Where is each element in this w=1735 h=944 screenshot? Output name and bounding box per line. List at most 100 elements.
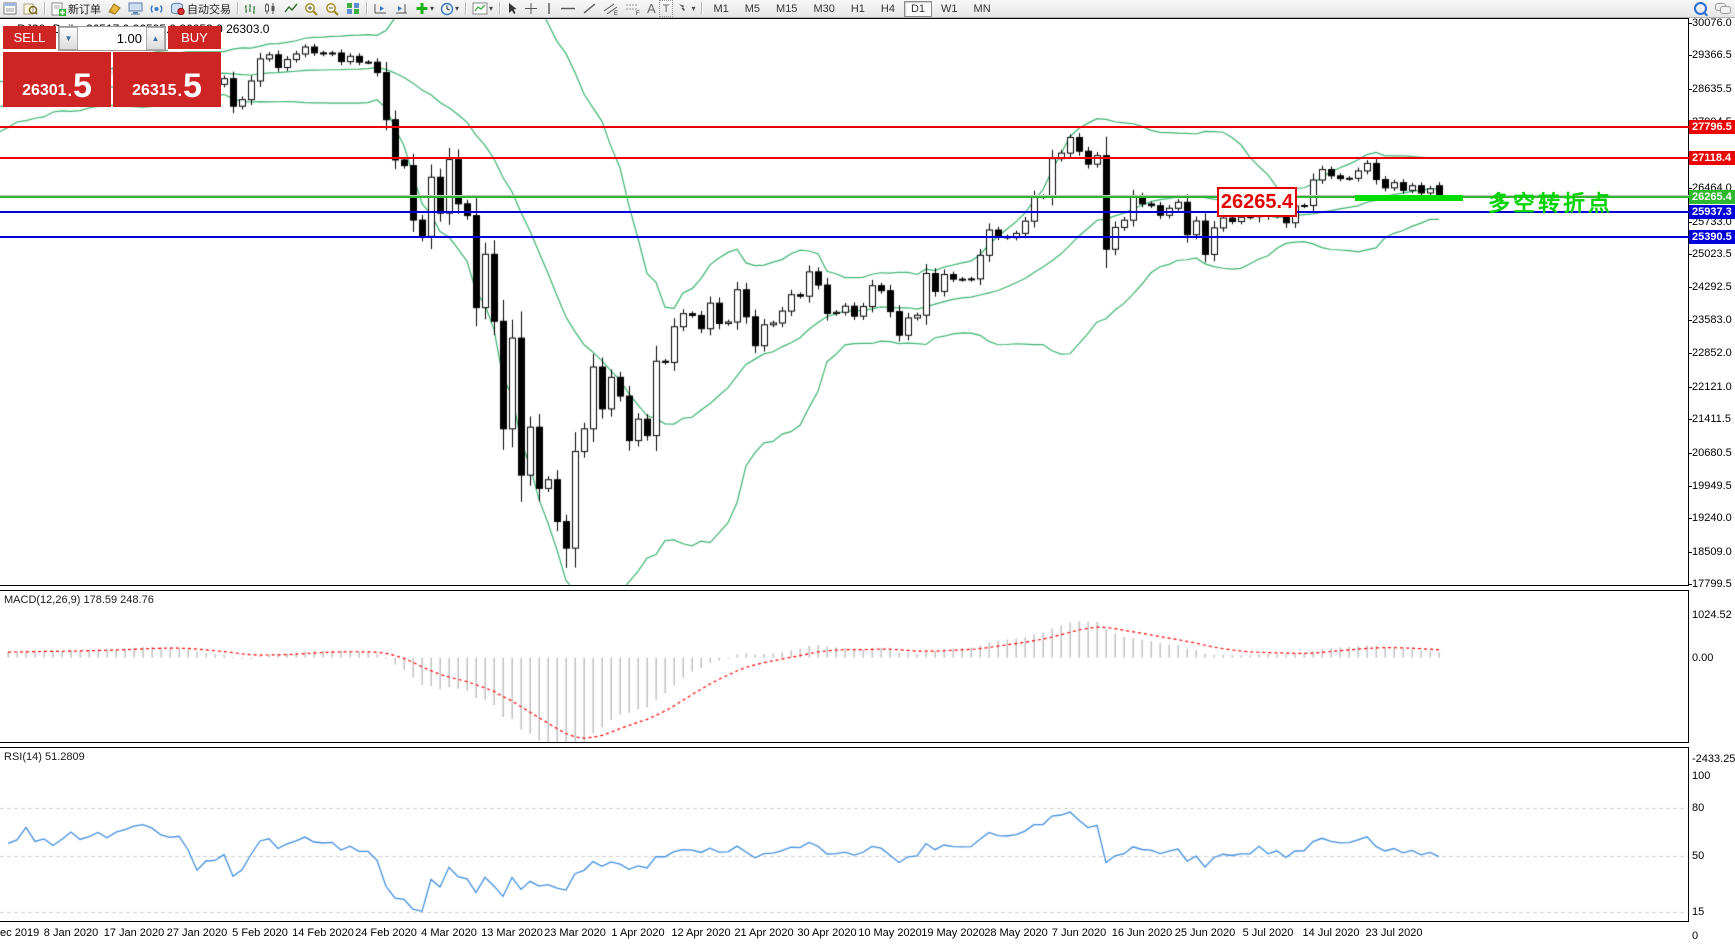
chart-area[interactable]: ▲ DJ30-,Daily 26517.0 26595.0 26253.0 26… xyxy=(0,18,1689,923)
bar-chart-icon[interactable] xyxy=(241,1,261,16)
text-tool-icon[interactable]: A xyxy=(647,1,656,16)
horizontal-level-line-26265.4[interactable] xyxy=(0,196,1689,198)
date-label: 12 Apr 2020 xyxy=(671,927,731,939)
zoom-out-icon[interactable] xyxy=(322,1,343,16)
timeframe-m1[interactable]: M1 xyxy=(713,2,729,15)
date-label: 17 Jan 2020 xyxy=(103,927,165,939)
axis-tick xyxy=(1689,419,1692,420)
price-annotation-box[interactable]: 26265.4 xyxy=(1217,187,1297,217)
volume-decrease-button[interactable]: ▼ xyxy=(59,27,78,50)
charts-window-icon[interactable] xyxy=(0,1,20,16)
sell-price-int: 26301 xyxy=(22,82,67,99)
trendline-tool-icon[interactable] xyxy=(579,1,600,16)
buy-button[interactable]: BUY xyxy=(168,26,221,51)
cursor-tool-icon[interactable] xyxy=(503,1,521,16)
date-label: 14 Feb 2020 xyxy=(292,927,354,939)
indicators-dropdown-arrow[interactable]: ▾ xyxy=(430,4,435,13)
timeframe-d1[interactable]: D1 xyxy=(903,0,933,17)
tile-windows-icon[interactable] xyxy=(343,1,363,16)
new-order-button[interactable]: 新订单 xyxy=(48,1,104,16)
macd-axis-max: 1024.52 xyxy=(1692,609,1732,621)
timeframe-m30[interactable]: M30 xyxy=(813,2,835,15)
price-tag-27118.4: 27118.4 xyxy=(1689,151,1735,165)
timeframe-h1[interactable]: H1 xyxy=(850,2,865,15)
horizontal-level-line-25937.3[interactable] xyxy=(0,211,1689,213)
arrows-dropdown-arrow[interactable]: ▾ xyxy=(691,4,696,13)
sell-price[interactable]: 26301 . 5 xyxy=(3,52,111,107)
macd-axis-zero: 0.00 xyxy=(1692,652,1714,664)
auto-scroll-icon[interactable] xyxy=(370,1,391,16)
price-tick-label: 20680.5 xyxy=(1692,447,1732,459)
cn-annotation[interactable]: 多空转折点 xyxy=(1488,191,1614,216)
price-tick-label: 19240.0 xyxy=(1692,512,1732,524)
periods-dropdown-arrow[interactable]: ▾ xyxy=(455,4,460,13)
candlestick-chart-icon[interactable] xyxy=(261,1,281,16)
metaeditor-icon[interactable] xyxy=(104,1,125,16)
equidistant-channel-tool-icon[interactable]: E xyxy=(600,1,622,16)
price-tag-25390.5: 25390.5 xyxy=(1689,230,1735,244)
timeframe-h4[interactable]: H4 xyxy=(880,2,895,15)
crosshair-tool-icon[interactable] xyxy=(521,1,541,16)
terminal-icon[interactable] xyxy=(125,1,146,16)
price-tag-25937.3: 25937.3 xyxy=(1689,205,1735,219)
horizontal-level-line-25390.5[interactable] xyxy=(0,236,1689,238)
date-label: 25 Jun 2020 xyxy=(1174,927,1236,939)
rsi-axis-15: 15 xyxy=(1692,906,1705,918)
chat-icon[interactable] xyxy=(1715,3,1731,14)
volume-increase-button[interactable]: ▲ xyxy=(146,27,165,50)
horizontal-level-line-27118.4[interactable] xyxy=(0,157,1689,159)
macd-label: MACD(12,26,9) 178.59 248.76 xyxy=(4,594,154,606)
chart-canvas[interactable] xyxy=(0,18,1689,923)
templates-dropdown-arrow[interactable]: ▾ xyxy=(489,4,494,13)
new-order-label: 新订单 xyxy=(68,3,101,16)
rsi-label: RSI(14) 51.2809 xyxy=(4,751,85,763)
date-label: 16 Jun 2020 xyxy=(1111,927,1173,939)
zoom-in-icon[interactable] xyxy=(301,1,322,16)
price-tick-label: 29366.5 xyxy=(1692,49,1732,61)
sell-price-sep: . xyxy=(67,83,73,100)
vertical-line-tool-icon[interactable] xyxy=(541,1,557,16)
sell-button[interactable]: SELL xyxy=(3,26,56,51)
toolbar-separator xyxy=(366,2,367,15)
axis-tick xyxy=(1689,89,1692,90)
macd-values: 178.59 248.76 xyxy=(83,594,154,606)
toolbar-separator xyxy=(44,2,45,15)
search-icon[interactable] xyxy=(1694,2,1707,15)
rsi-axis-50: 50 xyxy=(1692,850,1705,862)
periods-icon[interactable]: ▾ xyxy=(437,1,462,16)
highlight-segment[interactable] xyxy=(1355,195,1463,201)
axis-tick xyxy=(1689,320,1692,321)
date-label: 14 Jul 2020 xyxy=(1302,927,1360,939)
fibonacci-tool-icon[interactable]: F xyxy=(622,1,644,16)
chart-shift-icon[interactable] xyxy=(391,1,412,16)
timeframe-mn[interactable]: MN xyxy=(973,2,991,15)
horizontal-level-line-27796.5[interactable] xyxy=(0,126,1689,128)
price-tick-label: 19949.5 xyxy=(1692,480,1732,492)
signals-icon[interactable] xyxy=(146,1,167,16)
price-tick-label: 22852.0 xyxy=(1692,347,1732,359)
line-chart-icon[interactable] xyxy=(281,1,301,16)
timeframe-m15[interactable]: M15 xyxy=(776,2,798,15)
volume-input[interactable] xyxy=(78,27,146,50)
buy-price[interactable]: 26315 . 5 xyxy=(113,52,221,107)
price-tick-label: 25733.0 xyxy=(1692,216,1732,228)
arrows-tool-icon[interactable]: ▾ xyxy=(673,1,698,16)
horizontal-line-tool-icon[interactable] xyxy=(557,1,579,16)
price-tick-label: 30076.0 xyxy=(1692,17,1732,29)
timeframe-m5[interactable]: M5 xyxy=(744,2,761,15)
indicators-icon[interactable]: ▾ xyxy=(412,1,437,16)
timeframe-w1[interactable]: W1 xyxy=(941,2,958,15)
autotrading-label: 自动交易 xyxy=(187,3,231,16)
price-axis[interactable]: 30076.029366.528635.527904.526464.025733… xyxy=(1689,17,1735,944)
data-window-icon[interactable] xyxy=(20,1,41,16)
toolbar-separator xyxy=(499,2,501,15)
date-label: 23 Jul 2020 xyxy=(1365,927,1423,939)
autotrading-button[interactable]: 自动交易 xyxy=(167,1,234,16)
date-label: 21 Apr 2020 xyxy=(734,927,794,939)
templates-icon[interactable]: ▾ xyxy=(469,1,496,16)
price-tick-label: 28635.5 xyxy=(1692,83,1732,95)
label-tool-icon[interactable]: T xyxy=(658,0,674,17)
date-label: 30 Dec 2019 xyxy=(0,927,40,939)
date-label: 27 Jan 2020 xyxy=(166,927,228,939)
